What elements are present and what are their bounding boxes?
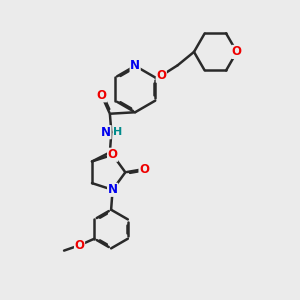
Text: O: O — [108, 148, 118, 161]
Text: N: N — [101, 126, 111, 139]
Text: O: O — [156, 69, 166, 82]
Text: O: O — [139, 163, 149, 176]
Text: O: O — [74, 239, 85, 252]
Text: H: H — [113, 127, 122, 137]
Text: N: N — [130, 59, 140, 72]
Text: N: N — [108, 183, 118, 196]
Text: O: O — [97, 89, 106, 102]
Text: O: O — [232, 45, 242, 58]
